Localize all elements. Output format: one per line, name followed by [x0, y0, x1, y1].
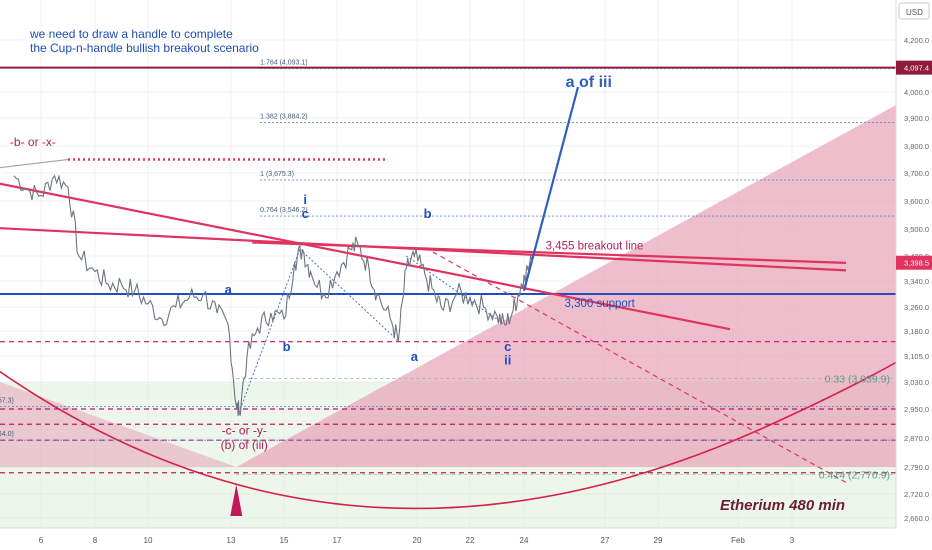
y-tick-label: 3,500.0 — [904, 225, 929, 234]
y-tick-label: 2,950.0 — [904, 405, 929, 414]
x-tick-label: Feb — [731, 536, 745, 545]
x-tick-label: 27 — [601, 536, 610, 545]
x-tick-label: 29 — [654, 536, 663, 545]
chart-title: Etherium 480 min — [720, 497, 845, 514]
cup-curve — [0, 206, 896, 510]
y-tick-label: 3,030.0 — [904, 378, 929, 387]
price-tag-high: 4,097.4 — [904, 64, 929, 73]
y-tick-label: 2,660.0 — [904, 514, 929, 523]
trend-lines — [0, 86, 847, 483]
y-tick-label: 3,800.0 — [904, 142, 929, 151]
wave-label-3: a — [225, 282, 233, 297]
wave-label-2: (b) of (iii) — [221, 438, 268, 452]
x-tick-label: 10 — [144, 536, 153, 545]
trend-line-0 — [0, 182, 731, 331]
x-axis-panel — [0, 528, 932, 550]
wave-label-1: -c- or -y- — [222, 423, 267, 437]
horizontal-levels — [0, 66, 896, 475]
y-tick-label: 3,700.0 — [904, 169, 929, 178]
fib-label-3: 0.764 (3,546.2) — [260, 207, 307, 214]
retrace-label-0: 0.33 (3,039.9) — [825, 374, 890, 386]
wave-label-11: a of iii — [566, 74, 612, 91]
note-line-1: we need to draw a handle to complete — [30, 27, 233, 41]
y-tick-label: 2,790.0 — [904, 463, 929, 472]
trend-line-2 — [252, 241, 847, 264]
fib-label-2: 1 (3,675.3) — [260, 171, 294, 178]
wave-leg-2 — [299, 248, 399, 342]
wave-leg-3 — [406, 255, 506, 326]
y-tick-label: 4,200.0 — [904, 36, 929, 45]
wave-label-8: a — [411, 349, 419, 364]
zone-cup-wedge — [236, 105, 896, 467]
y-tick-label: 3,600.0 — [904, 197, 929, 206]
wave-label-5: i — [303, 192, 307, 207]
last-price-tag-box — [896, 255, 932, 270]
trend-line-3 — [522, 86, 580, 292]
wave-label-6: c — [302, 206, 309, 221]
gray-trend — [0, 158, 69, 169]
retrace-label-1: 0.414 (2,770.9) — [819, 469, 890, 481]
wave-label-9: c — [504, 339, 511, 354]
fib-label-0: 1.764 (4,093.1) — [260, 60, 307, 67]
y-tick-label: 3,180.0 — [904, 327, 929, 336]
support-label: 3,300 support — [565, 298, 636, 310]
y-tick-label: 3,105.0 — [904, 352, 929, 361]
note-line-2: the Cup-n-handle bullish breakout scenar… — [30, 41, 259, 55]
y-tick-label: 3,260.0 — [904, 303, 929, 312]
fib-label-4: -1.236 (2,957.3) — [0, 398, 14, 405]
wave-label-4: b — [283, 339, 291, 354]
price-line — [13, 174, 533, 417]
zones — [0, 105, 896, 528]
wave-label-7: b — [424, 206, 432, 221]
x-tick-label: 17 — [333, 536, 342, 545]
x-tick-label: 13 — [227, 536, 236, 545]
breakout-label: 3,455 breakout line — [546, 240, 644, 252]
x-tick-label: 15 — [280, 536, 289, 545]
currency-label: USD — [906, 8, 923, 17]
y-tick-label: 3,900.0 — [904, 114, 929, 123]
price-series — [13, 174, 533, 417]
wave-label-10: ii — [504, 353, 511, 368]
x-tick-label: 6 — [39, 536, 44, 545]
y-tick-label: 4,000.0 — [904, 88, 929, 97]
y-tick-label: 2,870.0 — [904, 434, 929, 443]
tree-icon — [230, 484, 243, 516]
last-price-tag: 3,398.5 — [904, 259, 929, 268]
fib-label-5: -1.382 (2,864.0) — [0, 431, 14, 438]
y-tick-label: 2,720.0 — [904, 490, 929, 499]
y-tick-label: 3,340.0 — [904, 277, 929, 286]
annotations: 1.764 (4,093.1) 1.382 (3,884.2) 1 (3,675.3… — [0, 60, 890, 516]
wave-leg-1 — [238, 249, 301, 413]
wave-label-0: -b- or -x- — [10, 135, 56, 149]
x-tick-label: 8 — [93, 536, 98, 545]
x-tick-label: 20 — [413, 536, 422, 545]
x-tick-label: 3 — [790, 536, 795, 545]
y-axis-panel — [896, 0, 932, 550]
x-tick-label: 24 — [520, 536, 529, 545]
x-tick-label: 22 — [466, 536, 475, 545]
currency-box — [898, 2, 930, 20]
price-tag-high-box — [896, 60, 932, 75]
fib-label-1: 1.382 (3,884.2) — [260, 113, 307, 120]
